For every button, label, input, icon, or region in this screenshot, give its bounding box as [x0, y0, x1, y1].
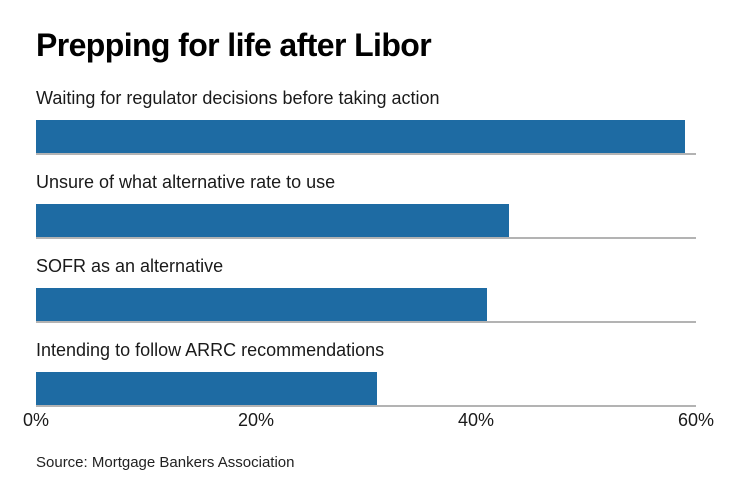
bar-track — [36, 372, 696, 407]
source-note: Source: Mortgage Bankers Association — [36, 454, 295, 471]
bar-row: Unsure of what alternative rate to use — [36, 170, 696, 239]
bar — [36, 288, 487, 321]
bar-track — [36, 120, 696, 155]
x-axis-tick: 20% — [237, 410, 274, 430]
bar-label: Waiting for regulator decisions before t… — [36, 88, 440, 108]
bar-track — [36, 288, 696, 323]
bar-label: Intending to follow ARRC recommendations — [36, 340, 385, 360]
chart-title: Prepping for life after Libor — [36, 27, 432, 63]
chart-area: Prepping for life after Libor Waiting fo… — [23, 26, 714, 471]
bar-row: Intending to follow ARRC recommendations — [36, 338, 696, 407]
bar-label: SOFR as an alternative — [36, 256, 224, 276]
bar — [36, 372, 377, 405]
bar-track — [36, 204, 696, 239]
bar-row: Waiting for regulator decisions before t… — [36, 86, 696, 155]
x-axis-tick: 40% — [457, 410, 495, 430]
x-axis: 0% 20% 40% 60% — [23, 410, 714, 434]
bar-label: Unsure of what alternative rate to use — [36, 172, 336, 192]
bar — [36, 120, 685, 153]
bar — [36, 204, 509, 237]
bar-row: SOFR as an alternative — [36, 254, 696, 323]
x-axis-tick: 0% — [22, 410, 50, 430]
x-axis-tick: 60% — [677, 410, 715, 430]
